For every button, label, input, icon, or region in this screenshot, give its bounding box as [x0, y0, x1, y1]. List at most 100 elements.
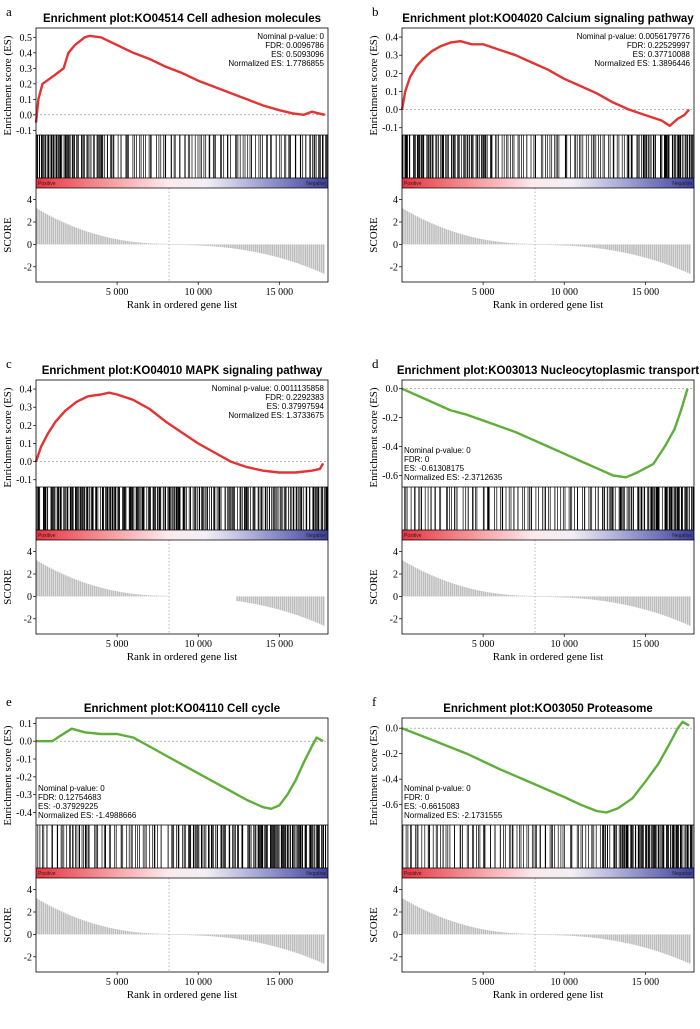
x-tick-label: 5 000	[472, 287, 495, 298]
panel-c: c Enrichment plot:KO04010 MAPK signaling …	[2, 356, 329, 663]
score-ytick-label: -2	[24, 952, 32, 963]
x-tick-label: 15 000	[266, 287, 294, 298]
score-axis-label: SCORE	[2, 217, 14, 253]
stat-line: Nominal p-value: 0	[404, 446, 471, 455]
score-ytick-label: -2	[24, 614, 32, 625]
panel-b: b Enrichment plot:KO04020 Calcium signali…	[368, 4, 695, 311]
ribbon-positive-label: Positive	[404, 533, 422, 539]
panel-d: d Enrichment plot:KO03013 Nucleocytoplasm…	[368, 356, 699, 663]
es-ytick-label: 0.0	[386, 105, 399, 116]
es-ytick-label: -0.1	[382, 123, 398, 134]
es-ytick-label: 0.4	[20, 48, 33, 59]
es-ytick-label: -0.4	[382, 775, 398, 786]
chart-title: Enrichment plot:KO04010 MAPK signaling p…	[42, 365, 323, 377]
x-tick-label: 5 000	[106, 287, 129, 298]
rank-ribbon	[36, 530, 328, 540]
stat-line: Nominal p-value: 0	[404, 784, 471, 793]
gene-hit-marks	[36, 135, 328, 178]
es-ytick-label: 0.4	[386, 33, 399, 44]
es-ytick-label: 0.3	[386, 51, 399, 62]
stat-line: FDR: 0	[404, 793, 430, 802]
chart-title: Enrichment plot:KO04514 Cell adhesion mo…	[43, 13, 321, 25]
es-curve	[401, 387, 689, 479]
score-ytick-label: 4	[27, 547, 32, 558]
chart-title: Enrichment plot:KO03013 Nucleocytoplasmi…	[397, 365, 699, 377]
ribbon-positive-label: Positive	[404, 871, 422, 877]
rank-ribbon	[402, 178, 694, 188]
es-ytick-label: -0.6	[382, 800, 398, 811]
ribbon-negative-label: Negative	[672, 181, 692, 187]
score-ytick-label: 4	[393, 885, 398, 896]
x-tick-label: 10 000	[550, 977, 578, 988]
x-tick-label: 10 000	[184, 287, 212, 298]
plot-frame	[35, 379, 329, 635]
x-tick-label: 5 000	[472, 639, 495, 650]
plot-frame	[401, 379, 695, 635]
chart-title: Enrichment plot:KO04110 Cell cycle	[84, 703, 280, 715]
rank-ribbon	[36, 868, 328, 878]
ribbon-positive-label: Positive	[404, 181, 422, 187]
es-axis-label: Enrichment score (ES)	[368, 387, 380, 488]
gene-hit-marks	[401, 135, 695, 178]
x-tick-label: 10 000	[550, 639, 578, 650]
rank-ribbon	[36, 178, 328, 188]
ribbon-negative-label: Negative	[672, 533, 692, 539]
stat-line: Normalized ES: -2.3712635	[404, 473, 503, 482]
chart-title: Enrichment plot:KO03050 Proteasome	[443, 703, 653, 715]
stat-line: ES: 0.5093096	[271, 50, 324, 59]
panel-letter: f	[372, 694, 377, 709]
stat-line: Nominal p-value: 0	[257, 32, 324, 41]
rank-ribbon	[402, 868, 694, 878]
es-ytick-label: -0.2	[382, 413, 398, 424]
ranked-score-bars	[402, 208, 691, 274]
ribbon-positive-label: Positive	[38, 871, 56, 877]
x-tick-label: 15 000	[632, 977, 660, 988]
stat-line: Nominal p-value: 0.0011135858	[212, 384, 325, 393]
panel-letter: d	[372, 356, 379, 371]
ranked-score-bars	[36, 560, 325, 626]
es-ytick-label: -0.1	[16, 126, 32, 137]
x-axis-label: Rank in ordered gene list	[127, 989, 238, 1001]
score-ytick-label: 2	[27, 218, 32, 229]
x-axis-label: Rank in ordered gene list	[127, 651, 238, 663]
stat-line: Normalized ES: 1.3896446	[594, 59, 690, 68]
es-axis-label: Enrichment score (ES)	[368, 725, 380, 826]
es-ytick-label: 0.0	[386, 384, 399, 395]
score-ytick-label: 0	[27, 592, 32, 603]
score-ytick-label: 4	[27, 885, 32, 896]
stat-line: FDR: 0.2292383	[265, 393, 324, 402]
x-tick-label: 15 000	[632, 287, 660, 298]
stat-line: ES: 0.37997594	[267, 402, 325, 411]
gene-hit-marks	[404, 487, 695, 530]
score-ytick-label: 4	[393, 195, 398, 206]
es-ytick-label: 0.2	[20, 421, 33, 432]
plot-frame	[35, 717, 329, 973]
x-tick-label: 15 000	[266, 977, 294, 988]
es-ytick-label: -0.1	[16, 755, 32, 766]
score-axis-label: SCORE	[368, 569, 380, 605]
es-ytick-label: 0.2	[386, 69, 399, 80]
es-ytick-label: 0.0	[20, 457, 33, 468]
rank-ribbon	[402, 530, 694, 540]
plot-frame	[401, 27, 695, 283]
x-tick-label: 15 000	[632, 639, 660, 650]
es-ytick-label: -0.3	[16, 790, 32, 801]
x-tick-label: 5 000	[106, 977, 129, 988]
stat-line: FDR: 0.0096786	[265, 41, 324, 50]
es-ytick-label: 0.1	[20, 439, 33, 450]
panel-letter: a	[6, 4, 12, 19]
score-axis-label: SCORE	[2, 907, 14, 943]
es-ytick-label: 0.1	[386, 87, 399, 98]
score-ytick-label: 0	[393, 930, 398, 941]
es-axis-label: Enrichment score (ES)	[368, 35, 380, 136]
score-ytick-label: 2	[393, 218, 398, 229]
panel-a: a Enrichment plot:KO04514 Cell adhesion m…	[2, 4, 329, 311]
ribbon-negative-label: Negative	[306, 181, 326, 187]
score-ytick-label: 2	[27, 570, 32, 581]
score-ytick-label: -2	[390, 262, 398, 273]
score-ytick-label: 4	[393, 547, 398, 558]
stat-line: FDR: 0.12754683	[38, 793, 102, 802]
panel-letter: b	[372, 4, 379, 19]
es-axis-label: Enrichment score (ES)	[2, 387, 14, 488]
